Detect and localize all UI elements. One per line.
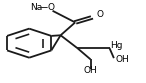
Text: O: O: [97, 10, 104, 19]
Text: Na: Na: [30, 3, 42, 12]
Text: OH: OH: [115, 55, 129, 64]
Text: Hg: Hg: [110, 41, 123, 50]
Text: OH: OH: [84, 66, 97, 75]
Text: −: −: [40, 3, 49, 13]
Text: O: O: [48, 3, 55, 12]
